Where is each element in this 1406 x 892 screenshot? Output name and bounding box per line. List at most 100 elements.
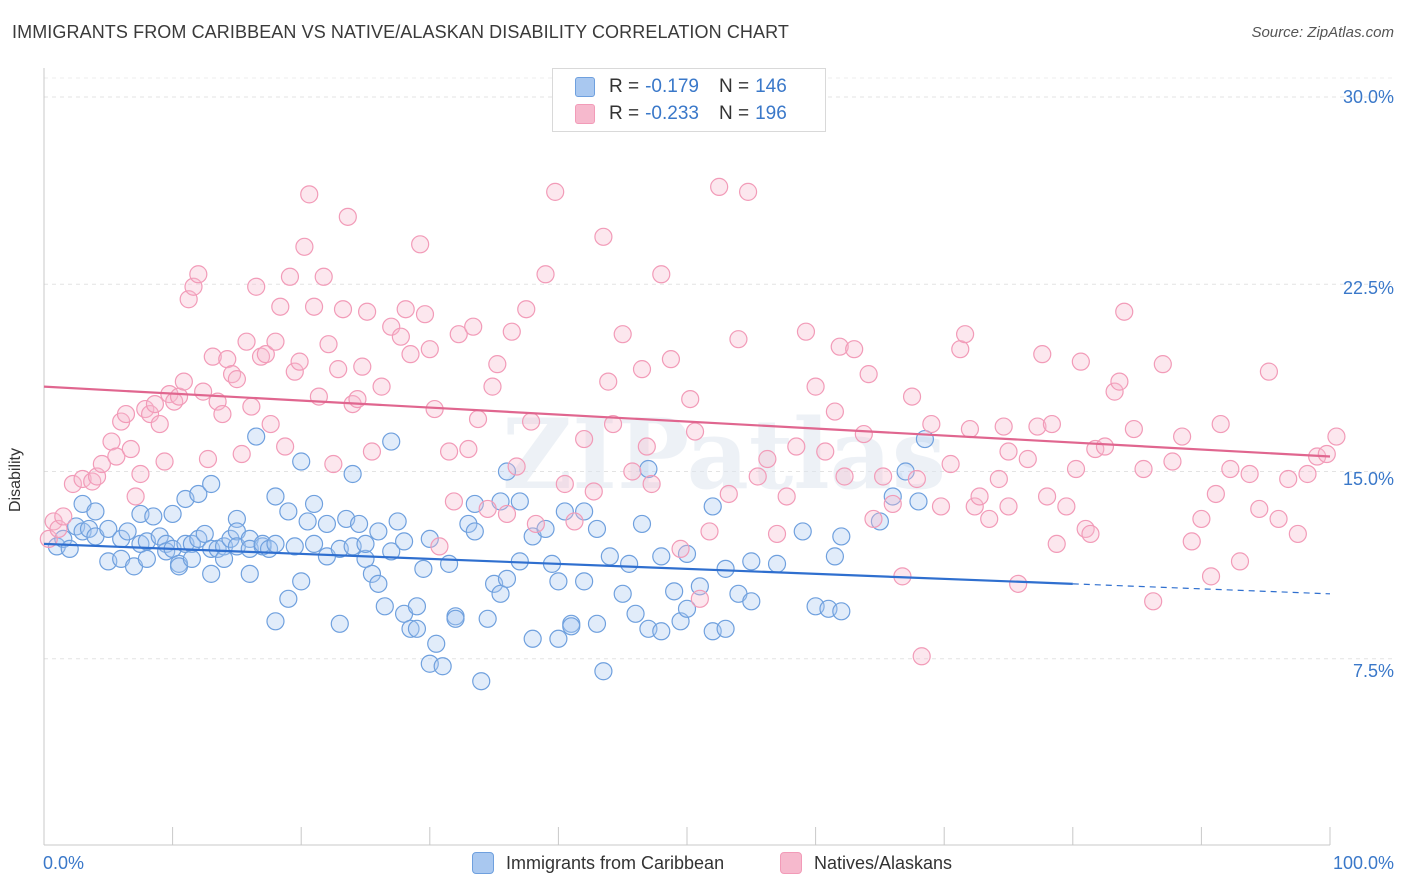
point-natives [907,469,926,489]
point-natives [338,207,357,226]
point-caribbean [356,534,375,554]
point-caribbean [240,564,259,583]
point-natives [478,499,497,519]
point-natives [304,297,324,316]
legend-swatch-caribbean [575,77,595,97]
point-natives [271,297,290,316]
point-natives [1033,345,1052,364]
point-natives [401,345,420,364]
point-caribbean [382,542,401,561]
point-natives [126,487,145,506]
point-natives [1327,427,1346,446]
point-natives [1057,497,1076,516]
point-natives [816,442,835,461]
point-caribbean [292,452,311,471]
point-natives [1037,487,1057,506]
point-natives [536,265,555,284]
point-caribbean [883,487,902,506]
point-natives [1066,459,1086,479]
point-caribbean [575,572,594,591]
point-caribbean [304,534,324,554]
legend-row-natives: R = -0.233 N = 196 [575,101,807,127]
point-natives [652,265,671,284]
point-caribbean [459,514,478,534]
point-natives [150,414,169,434]
legend-row-caribbean: R = -0.179 N = 146 [575,74,807,100]
point-natives [623,462,642,481]
y-tick-label-22-5: 22.5% [1342,278,1394,298]
point-caribbean [407,619,427,638]
point-caribbean [677,599,697,618]
point-natives [396,300,415,319]
point-caribbean [909,492,928,511]
point-natives [295,237,314,256]
point-natives [685,422,705,441]
point-natives [965,497,984,516]
point-caribbean [394,532,414,551]
point-caribbean [433,657,452,676]
point-natives [227,370,246,389]
point-caribbean [427,634,446,653]
point-natives [116,404,136,424]
point-natives [575,429,594,449]
trend-line-natives [43,385,1331,458]
point-natives [1201,567,1221,586]
correlation-legend: R = -0.179 N = 146 R = -0.233 N = 196 [552,68,826,132]
point-natives [222,365,242,384]
point-natives [218,350,237,369]
point-natives [213,404,232,424]
point-caribbean [182,549,201,568]
point-natives [382,317,401,336]
point-natives [874,467,893,486]
point-caribbean [60,539,79,558]
point-natives [767,524,787,544]
point-caribbean [369,574,388,593]
point-natives [136,399,155,419]
point-natives [145,394,165,414]
point-natives [372,377,391,396]
point-caribbean [555,502,574,521]
point-natives [242,397,261,416]
point-caribbean [362,564,382,583]
point-natives [1144,592,1163,611]
point-caribbean [195,524,214,544]
point-natives [198,449,218,469]
point-natives [276,437,295,456]
point-caribbean [703,497,722,516]
point-caribbean [652,547,671,566]
point-caribbean [221,529,240,549]
point-natives [1250,499,1269,519]
point-natives [280,267,300,286]
point-natives [690,589,709,608]
point-caribbean [420,529,439,549]
point-caribbean [79,519,99,539]
point-caribbean [266,534,285,554]
y-tick-label-30: 30.0% [1342,87,1394,107]
point-caribbean [549,572,568,591]
point-caribbean [401,619,420,638]
point-caribbean [652,622,671,641]
point-natives [1081,524,1100,544]
point-natives [203,347,222,366]
point-natives [300,185,319,204]
point-natives [1173,427,1192,446]
point-caribbean [716,559,735,578]
point-natives [912,647,931,666]
point-natives [1259,362,1279,381]
point-caribbean [690,577,709,596]
point-caribbean [150,527,169,546]
point-caribbean [587,614,607,633]
point-natives [584,482,603,501]
point-natives [1298,464,1317,484]
bottom-legend-label-natives: Natives/Alaskans [814,852,953,873]
legend-r-label: R = [609,103,640,124]
point-natives [232,444,251,464]
point-caribbean [304,494,324,514]
point-caribbean [639,459,658,479]
point-caribbean [382,432,401,451]
point-natives [1317,444,1336,464]
point-caribbean [439,554,459,573]
point-natives [1134,459,1153,479]
point-natives [1211,414,1230,434]
point-natives [1230,552,1250,571]
